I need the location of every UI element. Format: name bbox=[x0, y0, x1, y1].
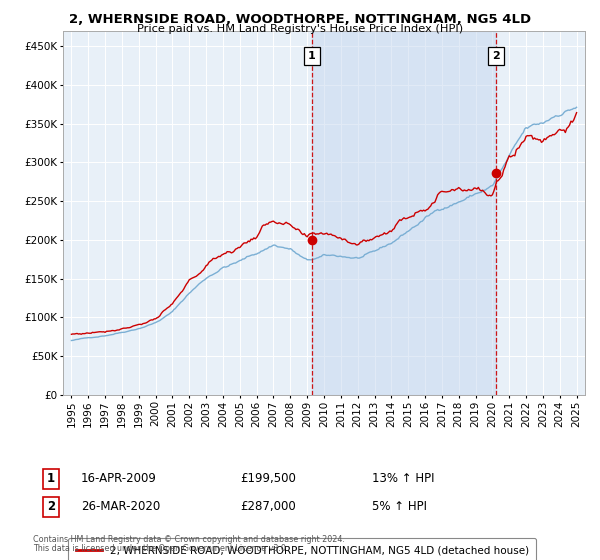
Text: £199,500: £199,500 bbox=[240, 472, 296, 486]
Text: 5% ↑ HPI: 5% ↑ HPI bbox=[372, 500, 427, 514]
Text: Price paid vs. HM Land Registry's House Price Index (HPI): Price paid vs. HM Land Registry's House … bbox=[137, 24, 463, 34]
Bar bbox=[312, 31, 496, 395]
Text: This data is licensed under the Open Government Licence v3.0.: This data is licensed under the Open Gov… bbox=[33, 544, 289, 553]
Text: 26-MAR-2020: 26-MAR-2020 bbox=[81, 500, 160, 514]
Text: 2, WHERNSIDE ROAD, WOODTHORPE, NOTTINGHAM, NG5 4LD: 2, WHERNSIDE ROAD, WOODTHORPE, NOTTINGHA… bbox=[69, 13, 531, 26]
Text: Contains HM Land Registry data © Crown copyright and database right 2024.: Contains HM Land Registry data © Crown c… bbox=[33, 535, 345, 544]
Text: £287,000: £287,000 bbox=[240, 500, 296, 514]
Text: 1: 1 bbox=[308, 52, 316, 61]
Legend: 2, WHERNSIDE ROAD, WOODTHORPE, NOTTINGHAM, NG5 4LD (detached house), HPI: Averag: 2, WHERNSIDE ROAD, WOODTHORPE, NOTTINGHA… bbox=[68, 538, 536, 560]
Text: 16-APR-2009: 16-APR-2009 bbox=[81, 472, 157, 486]
Text: 1: 1 bbox=[47, 472, 55, 486]
Text: 2: 2 bbox=[493, 52, 500, 61]
Text: 13% ↑ HPI: 13% ↑ HPI bbox=[372, 472, 434, 486]
Text: 2: 2 bbox=[47, 500, 55, 514]
